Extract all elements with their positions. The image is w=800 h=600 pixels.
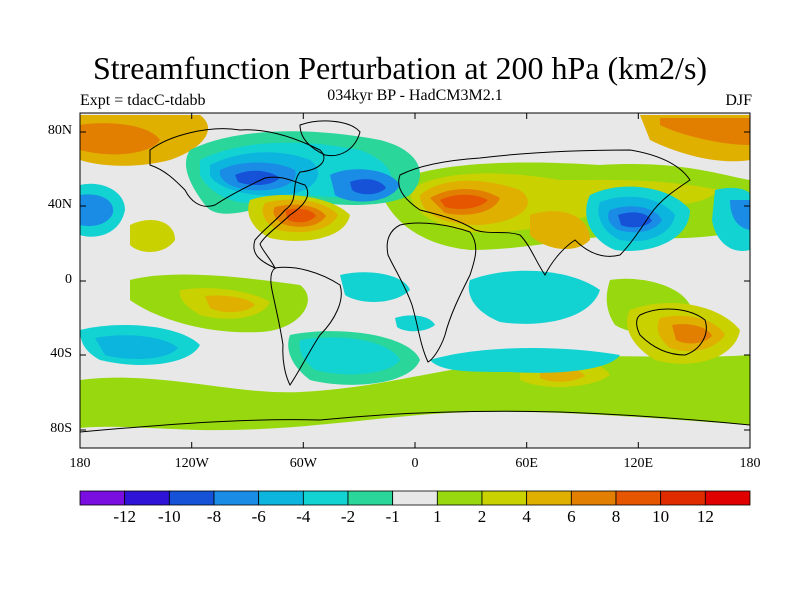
map-field <box>80 113 750 448</box>
colorbar-cell <box>704 490 751 506</box>
lon-label-60e: 60E <box>515 456 538 471</box>
colorbar-cell <box>79 490 126 506</box>
season-label: DJF <box>725 92 752 109</box>
lon-label-60w: 60W <box>289 456 317 471</box>
colorbar-label: 1 <box>433 507 442 526</box>
contour-easia-core <box>618 212 652 228</box>
colorbar-cell <box>168 490 215 506</box>
contour-tropic-cyan-4 <box>395 315 435 332</box>
contour-pacific-west-blue <box>80 194 114 227</box>
colorbar-cell <box>615 490 662 506</box>
colorbar-label: 10 <box>652 507 670 526</box>
contour-atlantic-high-core <box>285 208 316 223</box>
coastline-australia <box>636 308 707 356</box>
colorbar-cell <box>213 490 260 506</box>
lat-label-80s: 80S <box>50 421 72 436</box>
contour-east-pacific-blue <box>730 200 750 230</box>
colorbar-label: 12 <box>696 507 714 526</box>
contour-australia-red <box>672 324 712 344</box>
contour-pacific-west-yellow <box>130 220 175 252</box>
colorbar-label: -8 <box>206 507 222 526</box>
contour-namerica-core <box>235 170 280 186</box>
colorbar-cell <box>347 490 394 506</box>
coastline-greenland <box>299 120 361 157</box>
coastline-europe-asia <box>398 149 691 276</box>
lon-label-180-west: 180 <box>69 456 91 471</box>
colorbar-label: 6 <box>567 507 576 526</box>
colorbar-cell <box>481 490 528 506</box>
contour-sindian-cyan <box>430 348 620 373</box>
contour-atlantic-core <box>350 179 386 195</box>
lon-label-120w: 120W <box>174 456 209 471</box>
lon-label-180-east: 180 <box>739 456 761 471</box>
colorbar-label: 2 <box>477 507 487 526</box>
coastline-north-america <box>149 128 325 270</box>
colorbar-label: 8 <box>611 507 621 526</box>
colorbar-cell <box>392 490 438 506</box>
map-title: Streamfunction Perturbation at 200 hPa (… <box>92 50 708 86</box>
contour-eurasia-core <box>440 194 488 209</box>
colorbar-cell <box>660 490 706 506</box>
colorbar-cell <box>436 490 483 506</box>
contour-tropic-cyan-3 <box>340 272 410 302</box>
coastline-antarctica <box>80 410 750 433</box>
lon-label-0: 0 <box>411 456 419 471</box>
experiment-label: Expt = tdacC-tdabb <box>80 92 206 109</box>
colorbar-label: -6 <box>251 507 266 526</box>
coastline-africa <box>386 222 477 363</box>
colorbar-label: -2 <box>340 507 356 526</box>
lat-label-80n: 80N <box>47 123 72 138</box>
colorbar-cell <box>124 490 170 506</box>
colorbar-label: -4 <box>296 507 311 526</box>
colorbar-label: -10 <box>157 507 181 526</box>
contour-southatl-cyan <box>299 337 400 375</box>
colorbar-label: -1 <box>385 507 400 526</box>
colorbar-label: 4 <box>522 507 531 526</box>
colorbar-cell <box>302 490 349 506</box>
colorbar-cell <box>526 490 572 506</box>
lat-label-40n: 40N <box>47 197 72 212</box>
map-subtitle: 034kyr BP - HadCM3M2.1 <box>327 87 503 104</box>
lat-label-40s: 40S <box>50 346 72 361</box>
contour-southpacific-blue <box>95 335 178 360</box>
lat-label-0: 0 <box>65 272 72 287</box>
contour-tropic-orange-1 <box>205 295 255 313</box>
coastlines <box>80 120 750 433</box>
colorbar <box>79 490 751 506</box>
colorbar-cell <box>570 490 617 506</box>
coastline-south-america <box>270 266 342 386</box>
contour-arctic-dark-orange <box>80 123 160 155</box>
colorbar-cell <box>258 490 304 506</box>
lon-label-120e: 120E <box>623 456 654 471</box>
contour-tropic-cyan-2 <box>468 270 600 324</box>
contour-ne-dark <box>660 118 750 145</box>
colorbar-label: -12 <box>113 507 136 526</box>
axis-ticks <box>80 113 750 448</box>
